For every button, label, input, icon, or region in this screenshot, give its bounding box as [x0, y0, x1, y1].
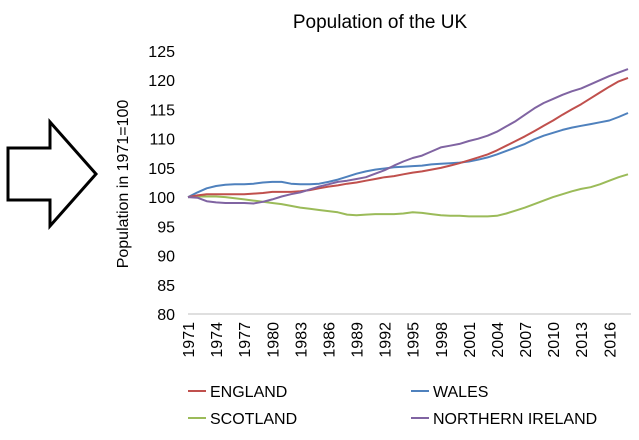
legend: ENGLAND WALES SCOTLAND NORTHERN IRELAND: [188, 384, 597, 428]
y-tick-label: 110: [149, 132, 175, 149]
series-line-northern-ireland: [187, 68, 629, 205]
legend-label-england: ENGLAND: [210, 384, 287, 401]
x-tick-label: 2001: [462, 322, 479, 358]
x-tick-label: 2013: [574, 322, 591, 358]
y-tick-label: 95: [157, 219, 175, 236]
x-tick-label: 1983: [293, 322, 310, 358]
x-tick-label: 2016: [602, 322, 619, 358]
x-tick-label: 1992: [378, 322, 395, 358]
y-tick-label: 100: [148, 190, 175, 207]
y-tick-label: 85: [157, 278, 175, 295]
x-tick-labels: 1971 1974 1977 1980 1983 1986 1989 1992 1995 1998…: [181, 322, 619, 358]
y-tick-label: 120: [148, 73, 175, 90]
chart-title: Population of the UK: [293, 12, 468, 33]
x-tick-label: 1974: [209, 322, 226, 358]
right-arrow-icon: [6, 118, 99, 230]
x-tick-label: 1986: [321, 322, 338, 358]
legend-label-wales: WALES: [433, 384, 488, 401]
y-tick-label: 115: [149, 102, 175, 119]
x-tick-label: 1998: [434, 322, 451, 358]
series-lines: [187, 68, 629, 218]
x-tick-label: 1995: [406, 322, 423, 358]
x-tick-label: 1989: [350, 322, 367, 358]
x-tick-label: 1971: [181, 322, 198, 358]
y-axis-label: Population in 1971=100: [115, 100, 132, 269]
y-tick-label: 125: [148, 44, 175, 61]
legend-label-scotland: SCOTLAND: [210, 411, 297, 428]
x-tick-label: 1980: [265, 322, 282, 358]
series-line-wales: [187, 112, 629, 198]
x-tick-label: 2010: [546, 322, 563, 358]
legend-label-northern-ireland: NORTHERN IRELAND: [433, 411, 597, 428]
y-tick-label: 105: [148, 161, 175, 178]
series-line-england: [187, 76, 629, 199]
y-tick-label: 80: [157, 307, 175, 324]
series-line-scotland: [187, 173, 629, 218]
y-tick-labels: 80 85 90 95 100 105 110 115 120 125: [148, 44, 175, 324]
y-tick-label: 90: [157, 249, 175, 266]
x-tick-label: 2004: [490, 322, 507, 358]
x-tick-label: 2007: [518, 322, 535, 358]
x-tick-label: 1977: [237, 322, 254, 358]
